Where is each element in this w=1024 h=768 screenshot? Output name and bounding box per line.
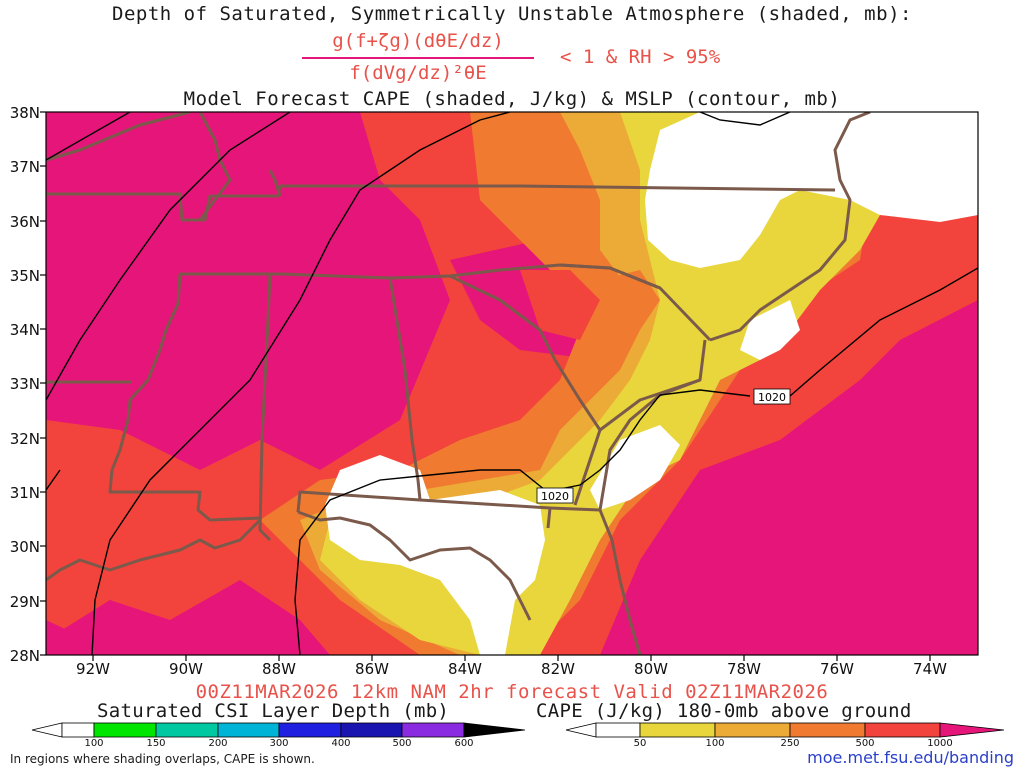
- csi-tick-label: 100: [84, 738, 104, 749]
- valid-time-label: 00Z11MAR2026 12km NAM 2hr forecast Valid…: [195, 681, 829, 703]
- cape-colorbar-title: CAPE (J/kg) 180-0mb above ground: [536, 700, 912, 722]
- isobar-label-1020-east: 1020: [753, 388, 791, 405]
- csi-tick-label: 150: [146, 738, 166, 749]
- lon-label: 92W: [76, 660, 110, 678]
- lat-label: 34N: [9, 321, 40, 339]
- source-url-link[interactable]: moe.met.fsu.edu/banding: [807, 748, 1014, 767]
- cape-tick-label: 100: [705, 738, 725, 749]
- lon-label: 90W: [169, 660, 203, 678]
- mslp-contours: [46, 112, 978, 655]
- lon-label: 84W: [448, 660, 482, 678]
- csi-tick-label: 400: [331, 738, 351, 749]
- cape-colorbar: [565, 722, 1005, 738]
- lon-label: 88W: [262, 660, 296, 678]
- axis-ticks: [40, 111, 931, 661]
- svg-text:1020: 1020: [541, 490, 569, 503]
- cape-500-area: [520, 270, 600, 340]
- csi-tick-label: 600: [454, 738, 474, 749]
- cape-none-area: [740, 300, 800, 360]
- csi-tick-label: 300: [269, 738, 289, 749]
- figure-subtitle: Model Forecast CAPE (shaded, J/kg) & MSL…: [183, 88, 841, 110]
- cape-tick-label: 50: [633, 738, 647, 749]
- csi-tick-label: 200: [208, 738, 228, 749]
- lon-label: 74W: [913, 660, 947, 678]
- lat-label: 36N: [9, 213, 40, 231]
- cape-tick-label: 1000: [927, 738, 953, 749]
- csi-tick-label: 500: [392, 738, 412, 749]
- overlap-note: In regions where shading overlaps, CAPE …: [10, 752, 315, 766]
- state-borders: [46, 112, 871, 655]
- formula-numerator: g(f+ζg)(dθE/dz): [332, 30, 504, 52]
- cape-none-area: [720, 112, 790, 162]
- lat-label: 29N: [9, 593, 40, 611]
- cape-none-area: [590, 425, 680, 510]
- lon-label: 76W: [820, 660, 854, 678]
- lon-label: 86W: [355, 660, 389, 678]
- lat-label: 32N: [9, 430, 40, 448]
- isobar-label-1020-south: 1020: [536, 487, 574, 504]
- cape-tick-label: 250: [780, 738, 800, 749]
- lon-label: 78W: [727, 660, 761, 678]
- cape-250-area: [600, 270, 660, 330]
- lat-label: 38N: [9, 104, 40, 122]
- csi-colorbar: [31, 722, 526, 738]
- lon-label: 80W: [634, 660, 668, 678]
- lat-label: 30N: [9, 538, 40, 556]
- cape-1000-area: [46, 580, 330, 655]
- cape-1000-area: [700, 380, 978, 655]
- lat-label: 35N: [9, 267, 40, 285]
- lat-label: 33N: [9, 375, 40, 393]
- lat-label: 31N: [9, 484, 40, 502]
- lon-label: 82W: [541, 660, 575, 678]
- formula-denominator: f(dVg/dz)²θE: [349, 62, 487, 84]
- colorbars-svg: [31, 722, 1005, 738]
- lat-label: 28N: [9, 647, 40, 665]
- csi-colorbar-title: Saturated CSI Layer Depth (mb): [97, 700, 450, 722]
- cape-tick-label: 500: [855, 738, 875, 749]
- cape-shading: 1020 1020: [46, 112, 978, 655]
- svg-text:1020: 1020: [758, 391, 786, 404]
- figure-title: Depth of Saturated, Symmetrically Unstab…: [112, 3, 912, 25]
- formula-fraction-bar: [302, 57, 534, 59]
- lat-label: 37N: [9, 158, 40, 176]
- formula-condition: < 1 & RH > 95%: [560, 46, 721, 68]
